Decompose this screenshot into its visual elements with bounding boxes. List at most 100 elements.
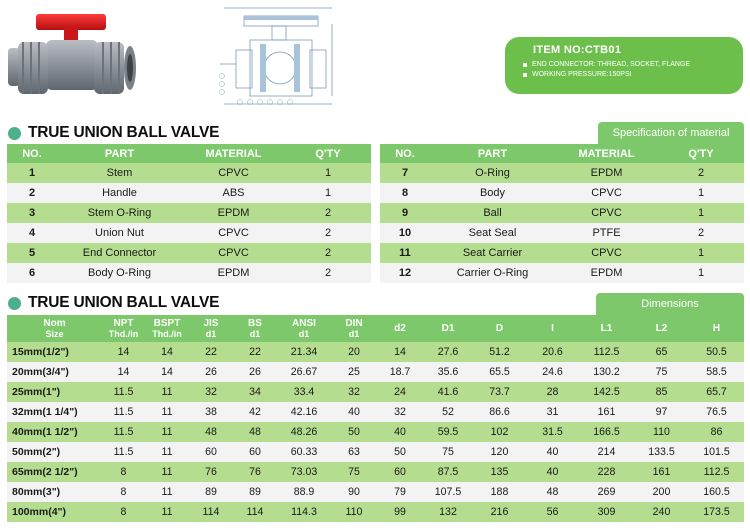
quantity-cell: 1 [285, 163, 371, 183]
dimension-cell: 26 [189, 362, 233, 382]
nominal-size-cell: 20mm(3/4") [7, 362, 102, 382]
table-row: 80mm(3") 8 11 89 89 88.9 90 79 107.5 188 48 269 200 1… [7, 482, 744, 502]
column-header: NO. [7, 144, 57, 163]
column-header: PART [430, 144, 555, 163]
material-cell: CPVC [555, 183, 658, 203]
dimension-cell: 102 [473, 422, 526, 442]
column-header-label: L2 [655, 323, 668, 334]
part-name-cell: Body O-Ring [57, 263, 182, 283]
dimension-cell: 11 [145, 422, 189, 442]
dimension-cell: 14 [102, 342, 145, 362]
table-row: 5 End Connector CPVC 2 [7, 243, 371, 263]
nominal-size-cell: 32mm(1 1/4") [7, 402, 102, 422]
dimension-cell: 214 [579, 442, 634, 462]
column-header: BS d1 [233, 315, 277, 342]
column-header: MATERIAL [182, 144, 285, 163]
dimensions-table: Nom Size NPT Thd./in BSPT Thd./in JIS d1 BS d1 ANS… [7, 315, 744, 522]
column-header-label: d2 [394, 323, 406, 334]
dimension-cell: 26.67 [277, 362, 331, 382]
dimension-cell: 166.5 [579, 422, 634, 442]
dimension-cell: 65.5 [473, 362, 526, 382]
dimension-cell: 11 [145, 402, 189, 422]
part-number-cell: 6 [7, 263, 57, 283]
dimension-cell: 112.5 [579, 342, 634, 362]
item-spec-line: END CONNECTOR: THREAD, SOCKET, FLANGE [517, 61, 743, 68]
valve-product-image [8, 14, 136, 94]
dimension-cell: 60 [233, 442, 277, 462]
quantity-cell: 2 [658, 163, 744, 183]
table-row: 7 O-Ring EPDM 2 [380, 163, 744, 183]
nominal-size-cell: 80mm(3") [7, 482, 102, 502]
dimension-cell: 200 [634, 482, 689, 502]
part-number-cell: 10 [380, 223, 430, 243]
material-cell: EPDM [555, 263, 658, 283]
dimension-cell: 89 [189, 482, 233, 502]
spec-of-material-tab: Specification of material [598, 122, 744, 144]
dimension-cell: 8 [102, 462, 145, 482]
dimension-cell: 41.6 [423, 382, 473, 402]
dimension-cell: 114.3 [277, 502, 331, 522]
dimension-cell: 24.6 [526, 362, 579, 382]
dimension-cell: 14 [145, 362, 189, 382]
material-table-right: NO. PART MATERIAL Q'TY 7 O-Ring EPDM 2 8 Body… [380, 144, 744, 283]
column-header: NPT Thd./in [102, 315, 145, 342]
dimension-cell: 188 [473, 482, 526, 502]
dimension-cell: 31 [526, 402, 579, 422]
dimension-cell: 75 [331, 462, 377, 482]
dimension-cell: 114 [233, 502, 277, 522]
dimension-cell: 59.5 [423, 422, 473, 442]
material-cell: CPVC [182, 163, 285, 183]
material-cell: CPVC [182, 223, 285, 243]
dimension-cell: 112.5 [689, 462, 744, 482]
dimension-cell: 14 [145, 342, 189, 362]
part-name-cell: Stem [57, 163, 182, 183]
nominal-size-cell: 15mm(1/2") [7, 342, 102, 362]
table-header-row: NO. PART MATERIAL Q'TY [380, 144, 744, 163]
nominal-size-cell: 50mm(2") [7, 442, 102, 462]
dimension-cell: 76.5 [689, 402, 744, 422]
dimension-cell: 33.4 [277, 382, 331, 402]
column-header: JIS d1 [189, 315, 233, 342]
quantity-cell: 1 [658, 183, 744, 203]
dimension-cell: 228 [579, 462, 634, 482]
quantity-cell: 2 [285, 243, 371, 263]
material-table-left: NO. PART MATERIAL Q'TY 1 Stem CPVC 1 2 Handle… [7, 144, 371, 283]
column-header-label: BSPT [153, 317, 181, 329]
column-header-label: NPT [113, 317, 134, 329]
column-header-label: BS [248, 317, 262, 329]
dimension-cell: 65 [634, 342, 689, 362]
table-row: 25mm(1") 11.5 11 32 34 33.4 32 24 41.6 73.7 28 142.… [7, 382, 744, 402]
material-cell: EPDM [555, 163, 658, 183]
nominal-size-cell: 25mm(1") [7, 382, 102, 402]
dimension-cell: 99 [377, 502, 423, 522]
table-row: 4 Union Nut CPVC 2 [7, 223, 371, 243]
part-number-cell: 2 [7, 183, 57, 203]
dimension-cell: 42.16 [277, 402, 331, 422]
column-header: BSPT Thd./in [145, 315, 189, 342]
dimension-cell: 90 [331, 482, 377, 502]
dimension-cell: 135 [473, 462, 526, 482]
part-number-cell: 3 [7, 203, 57, 223]
bullet-dot-icon [8, 296, 21, 310]
dimension-cell: 107.5 [423, 482, 473, 502]
column-header: Q'TY [658, 144, 744, 163]
part-name-cell: Union Nut [57, 223, 182, 243]
quantity-cell: 1 [658, 263, 744, 283]
table-row: 3 Stem O-Ring EPDM 2 [7, 203, 371, 223]
dimension-cell: 63 [331, 442, 377, 462]
dimension-cell: 11.5 [102, 442, 145, 462]
dimension-cell: 60 [377, 462, 423, 482]
part-number-cell: 1 [7, 163, 57, 183]
dimension-cell: 89 [233, 482, 277, 502]
dimension-cell: 142.5 [579, 382, 634, 402]
material-cell: PTFE [555, 223, 658, 243]
part-number-cell: 8 [380, 183, 430, 203]
section-title: TRUE UNION BALL VALVE [28, 294, 220, 311]
dimension-cell: 11 [145, 462, 189, 482]
dimension-cell: 11.5 [102, 422, 145, 442]
bullet-square-icon [523, 62, 527, 67]
dimension-cell: 173.5 [689, 502, 744, 522]
dimension-cell: 8 [102, 482, 145, 502]
part-name-cell: Handle [57, 183, 182, 203]
dimension-cell: 38 [189, 402, 233, 422]
